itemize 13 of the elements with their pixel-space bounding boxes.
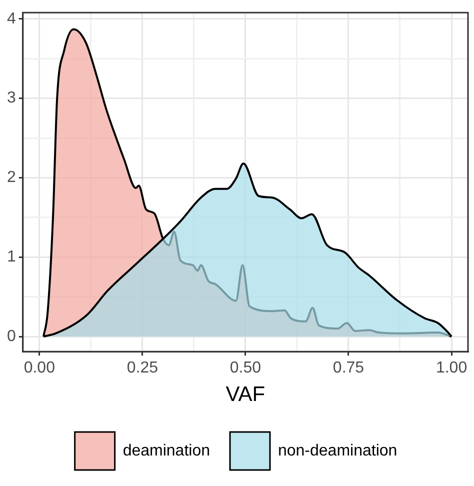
x-tick-label: 0.75 bbox=[332, 360, 364, 377]
x-tick-label: 1.00 bbox=[436, 360, 468, 377]
x-axis-title: VAF bbox=[226, 383, 266, 406]
y-tick-label: 4 bbox=[6, 10, 16, 28]
y-tick-label: 0 bbox=[6, 328, 16, 345]
y-tick-label: 2 bbox=[6, 169, 16, 186]
y-tick-label: 1 bbox=[6, 248, 16, 266]
legend-label: non-deamination bbox=[278, 442, 398, 460]
y-tick-label: 3 bbox=[6, 90, 16, 107]
x-tick-label: 0.25 bbox=[126, 360, 158, 377]
x-tick-label: 0.50 bbox=[230, 360, 262, 377]
x-tick-label: 0.00 bbox=[24, 360, 56, 377]
legend-label: deamination bbox=[122, 442, 210, 460]
